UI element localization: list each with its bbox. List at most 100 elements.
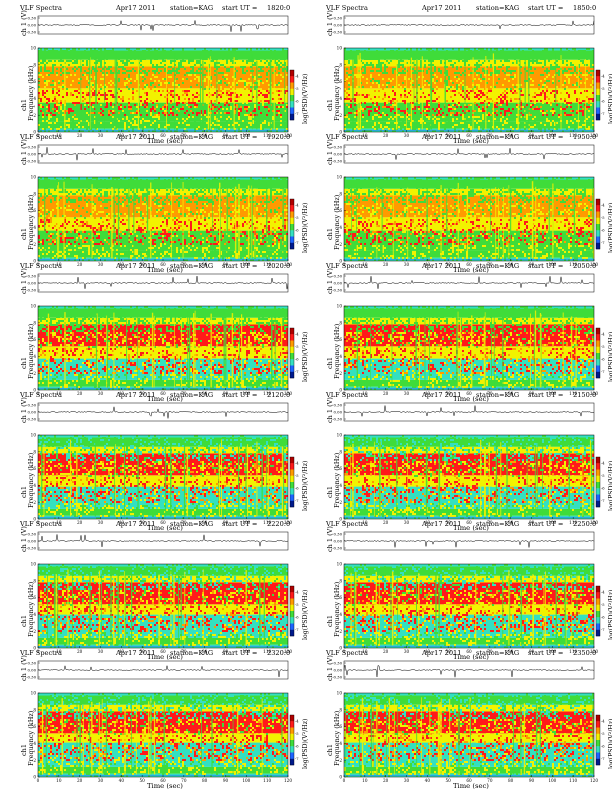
header-station: station=KAG	[170, 520, 213, 528]
freq-tick-label: 10	[337, 433, 343, 438]
timeseries-tick-label: -0.30	[26, 546, 36, 551]
time-tick-label: 40	[425, 520, 431, 525]
time-tick-label: 70	[181, 778, 187, 783]
freq-tick-label: 0	[339, 130, 342, 135]
time-tick-label: 20	[383, 133, 389, 138]
time-xlabel: Time (sec)	[453, 524, 489, 532]
time-tick-label: 50	[139, 391, 145, 396]
time-xlabel: Time (sec)	[453, 266, 489, 274]
time-xlabel: Time (sec)	[147, 653, 183, 661]
time-xlabel: Time (sec)	[147, 137, 183, 145]
timeseries-tick-label: 0.30	[28, 661, 37, 666]
time-tick-label: 80	[202, 133, 208, 138]
time-tick-label: 80	[508, 520, 514, 525]
timeseries-axes: 0.30 0.00 -0.30	[332, 145, 595, 164]
timeseries-tick-label: 0.00	[28, 668, 37, 673]
freq-tick-label: 8	[339, 578, 342, 583]
time-tick-label: 40	[425, 133, 431, 138]
time-tick-label: 80	[508, 649, 514, 654]
colorbar-tick-label: -5	[601, 345, 605, 349]
header-title: VLF Spectra	[326, 262, 368, 270]
colorbar-tick-label: -7	[295, 370, 299, 374]
header-start-prefix: start UT =	[222, 520, 257, 528]
timeseries-tick-label: 0.30	[28, 403, 37, 408]
header-title: VLF Spectra	[20, 520, 62, 528]
header-start-ut: 1950:0	[573, 133, 596, 141]
timeseries-tick-label: 0.30	[334, 661, 343, 666]
time-tick-label: 10	[56, 649, 62, 654]
freq-tick-label: 2	[33, 758, 36, 763]
colorbar-tick-label: -5	[295, 87, 299, 91]
freq-tick-label: 0	[339, 259, 342, 264]
time-tick-label: 40	[119, 649, 125, 654]
time-xlabel: Time (sec)	[147, 524, 183, 532]
header-date: Apr17 2011	[116, 262, 155, 270]
freq-tick-label: 0	[339, 775, 342, 780]
header-title: VLF Spectra	[326, 4, 368, 12]
time-tick-label: 120	[590, 520, 598, 525]
colorbar-tick-label: -6	[295, 745, 299, 749]
header-station: station=KAG	[476, 133, 519, 141]
header-start-prefix: start UT =	[528, 649, 563, 657]
time-tick-label: 30	[404, 391, 410, 396]
header-start-prefix: start UT =	[528, 262, 563, 270]
freq-tick-label: 2	[339, 629, 342, 634]
timeseries-axes: 0.30 0.00 -0.30	[332, 274, 595, 293]
time-tick-label: 0	[37, 649, 40, 654]
colorbar-label: log(PSD)(V²/Hz)	[608, 332, 612, 382]
time-tick-label: 110	[263, 520, 271, 525]
time-tick-label: 20	[77, 262, 83, 267]
header-start-ut: 1920:0	[267, 133, 290, 141]
timeseries-tick-label: 0.00	[334, 152, 343, 157]
colorbar-tick-label: -7	[601, 241, 605, 245]
timeseries-axes: 0.30 0.00 -0.30	[26, 274, 289, 293]
time-tick-label: 40	[119, 133, 125, 138]
frequency-ylabel: Frequency (kHz)	[27, 711, 35, 766]
timeseries-trace	[37, 20, 288, 32]
header-date: Apr17 2011	[422, 133, 461, 141]
freq-tick-label: 6	[33, 724, 36, 729]
time-tick-label: 100	[548, 133, 556, 138]
time-tick-label: 90	[529, 133, 535, 138]
spectra-panel: VLF Spectra Apr17 2011 station=KAG start UT…	[0, 262, 309, 403]
time-tick-label: 80	[508, 391, 514, 396]
time-tick-label: 50	[445, 778, 451, 783]
timeseries-ylabel: ch 1 (V)	[326, 397, 334, 423]
time-tick-label: 30	[404, 262, 410, 267]
time-tick-label: 0	[343, 391, 346, 396]
time-tick-label: 100	[242, 649, 250, 654]
freq-tick-label: 0	[339, 646, 342, 651]
time-tick-label: 10	[362, 520, 368, 525]
time-tick-label: 80	[508, 133, 514, 138]
freq-tick-label: 6	[33, 595, 36, 600]
time-tick-label: 80	[202, 262, 208, 267]
header-station: station=KAG	[170, 391, 213, 399]
header-start-prefix: start UT =	[528, 520, 563, 528]
time-tick-label: 50	[139, 133, 145, 138]
time-tick-label: 0	[343, 262, 346, 267]
colorbar: -4 -5 -6 -7	[289, 456, 299, 508]
timeseries-trace	[37, 275, 289, 290]
freq-tick-label: 10	[31, 175, 37, 180]
timeseries-trace	[343, 148, 595, 160]
freq-tick-label: 0	[33, 259, 36, 264]
freq-tick-label: 0	[33, 130, 36, 135]
freq-tick-label: 2	[33, 629, 36, 634]
time-tick-label: 30	[404, 649, 410, 654]
time-tick-label: 30	[98, 778, 104, 783]
colorbar-tick-label: -6	[295, 229, 299, 233]
time-tick-label: 110	[263, 778, 271, 783]
freq-tick-label: 2	[339, 500, 342, 505]
time-tick-label: 80	[202, 391, 208, 396]
header-start-ut: 2150:0	[573, 391, 596, 399]
time-tick-label: 70	[487, 262, 493, 267]
header-date: Apr17 2011	[116, 520, 155, 528]
colorbar-tick-label: -5	[601, 603, 605, 607]
header-station: station=KAG	[476, 262, 519, 270]
frequency-ylabel: Frequency (kHz)	[333, 195, 341, 250]
